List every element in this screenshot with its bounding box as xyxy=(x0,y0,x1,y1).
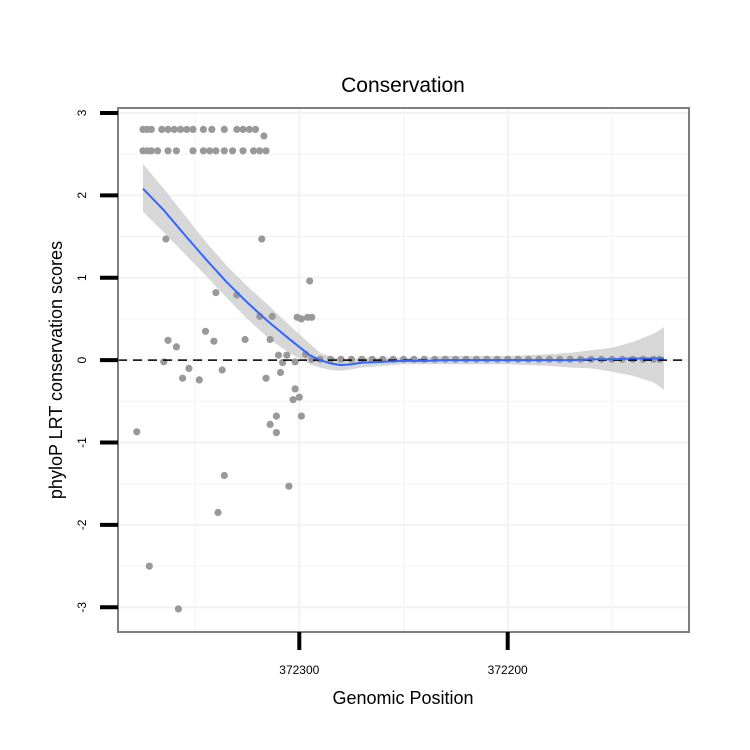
data-point xyxy=(199,125,207,133)
data-point xyxy=(174,605,182,613)
smooth-line xyxy=(142,188,664,367)
data-point xyxy=(274,351,283,359)
data-point xyxy=(272,412,280,420)
data-point xyxy=(172,147,180,155)
y-tick-label: -2 xyxy=(75,519,89,530)
data-point xyxy=(172,343,180,351)
data-point xyxy=(251,125,260,133)
x-tick-label: 372200 xyxy=(488,663,528,677)
y-tick-label: 2 xyxy=(75,192,89,199)
data-point xyxy=(256,147,264,155)
data-point xyxy=(266,335,274,344)
data-point xyxy=(210,337,218,345)
x-tick-label: 372300 xyxy=(279,663,319,677)
data-point xyxy=(297,412,305,420)
data-point xyxy=(185,364,193,372)
data-point xyxy=(206,147,214,155)
y-tick-label: 1 xyxy=(75,274,89,281)
data-point xyxy=(170,125,178,133)
chart-title: Conservation xyxy=(341,74,465,97)
data-point xyxy=(176,125,185,133)
data-point xyxy=(306,277,314,285)
data-point xyxy=(201,327,210,335)
data-point xyxy=(276,368,285,377)
data-point xyxy=(189,147,197,155)
data-point xyxy=(220,125,228,133)
data-point xyxy=(327,355,335,363)
y-tick-label: 3 xyxy=(75,109,89,116)
data-point xyxy=(147,147,155,155)
data-point xyxy=(147,125,155,133)
data-point xyxy=(162,235,170,243)
data-point xyxy=(133,428,141,436)
data-point xyxy=(239,125,247,133)
data-point xyxy=(241,335,249,344)
data-point xyxy=(218,366,226,374)
data-point xyxy=(179,374,187,382)
data-point xyxy=(214,508,222,517)
data-point xyxy=(262,147,270,155)
data-point xyxy=(291,385,299,393)
data-point xyxy=(220,147,228,155)
data-point xyxy=(183,125,191,133)
data-point xyxy=(189,125,197,133)
data-point xyxy=(431,355,439,363)
data-point xyxy=(272,429,280,437)
y-axis-label: phyloP LRT conservation scores xyxy=(46,241,66,499)
data-point xyxy=(268,312,276,320)
data-point xyxy=(285,482,293,490)
data-point xyxy=(164,336,172,344)
data-point xyxy=(158,125,166,133)
data-point xyxy=(164,147,172,155)
data-point xyxy=(368,355,376,363)
data-point xyxy=(297,315,305,323)
data-point xyxy=(208,125,216,133)
plot-border xyxy=(117,107,690,633)
data-point xyxy=(347,355,355,363)
confidence-ribbon xyxy=(143,164,664,390)
data-point xyxy=(337,355,345,363)
data-point xyxy=(233,125,241,133)
data-point xyxy=(245,125,253,133)
x-axis-label: Genomic Position xyxy=(332,688,473,708)
data-point xyxy=(145,562,153,570)
data-point xyxy=(220,471,228,480)
data-point xyxy=(239,147,247,155)
data-point xyxy=(308,313,316,321)
data-point xyxy=(291,358,299,366)
data-point xyxy=(154,147,162,155)
data-point xyxy=(229,147,237,155)
data-point xyxy=(262,374,270,382)
data-point xyxy=(249,147,258,155)
y-tick-label: -1 xyxy=(75,437,89,448)
y-tick-label: 0 xyxy=(75,356,89,363)
data-point xyxy=(289,396,297,404)
data-point xyxy=(258,235,266,243)
data-point xyxy=(199,147,207,155)
data-point xyxy=(266,420,274,428)
y-tick-label: -3 xyxy=(75,602,89,613)
data-point xyxy=(212,147,220,155)
data-point xyxy=(260,132,268,140)
data-point xyxy=(164,125,172,133)
data-point xyxy=(283,351,291,359)
data-point xyxy=(160,358,168,366)
data-point xyxy=(358,355,366,363)
data-point xyxy=(212,289,220,297)
data-point xyxy=(295,393,303,401)
plot-area: 3 2 1 0 -1 -2 -3 372300 372200 xyxy=(75,107,690,677)
data-point xyxy=(195,376,203,384)
